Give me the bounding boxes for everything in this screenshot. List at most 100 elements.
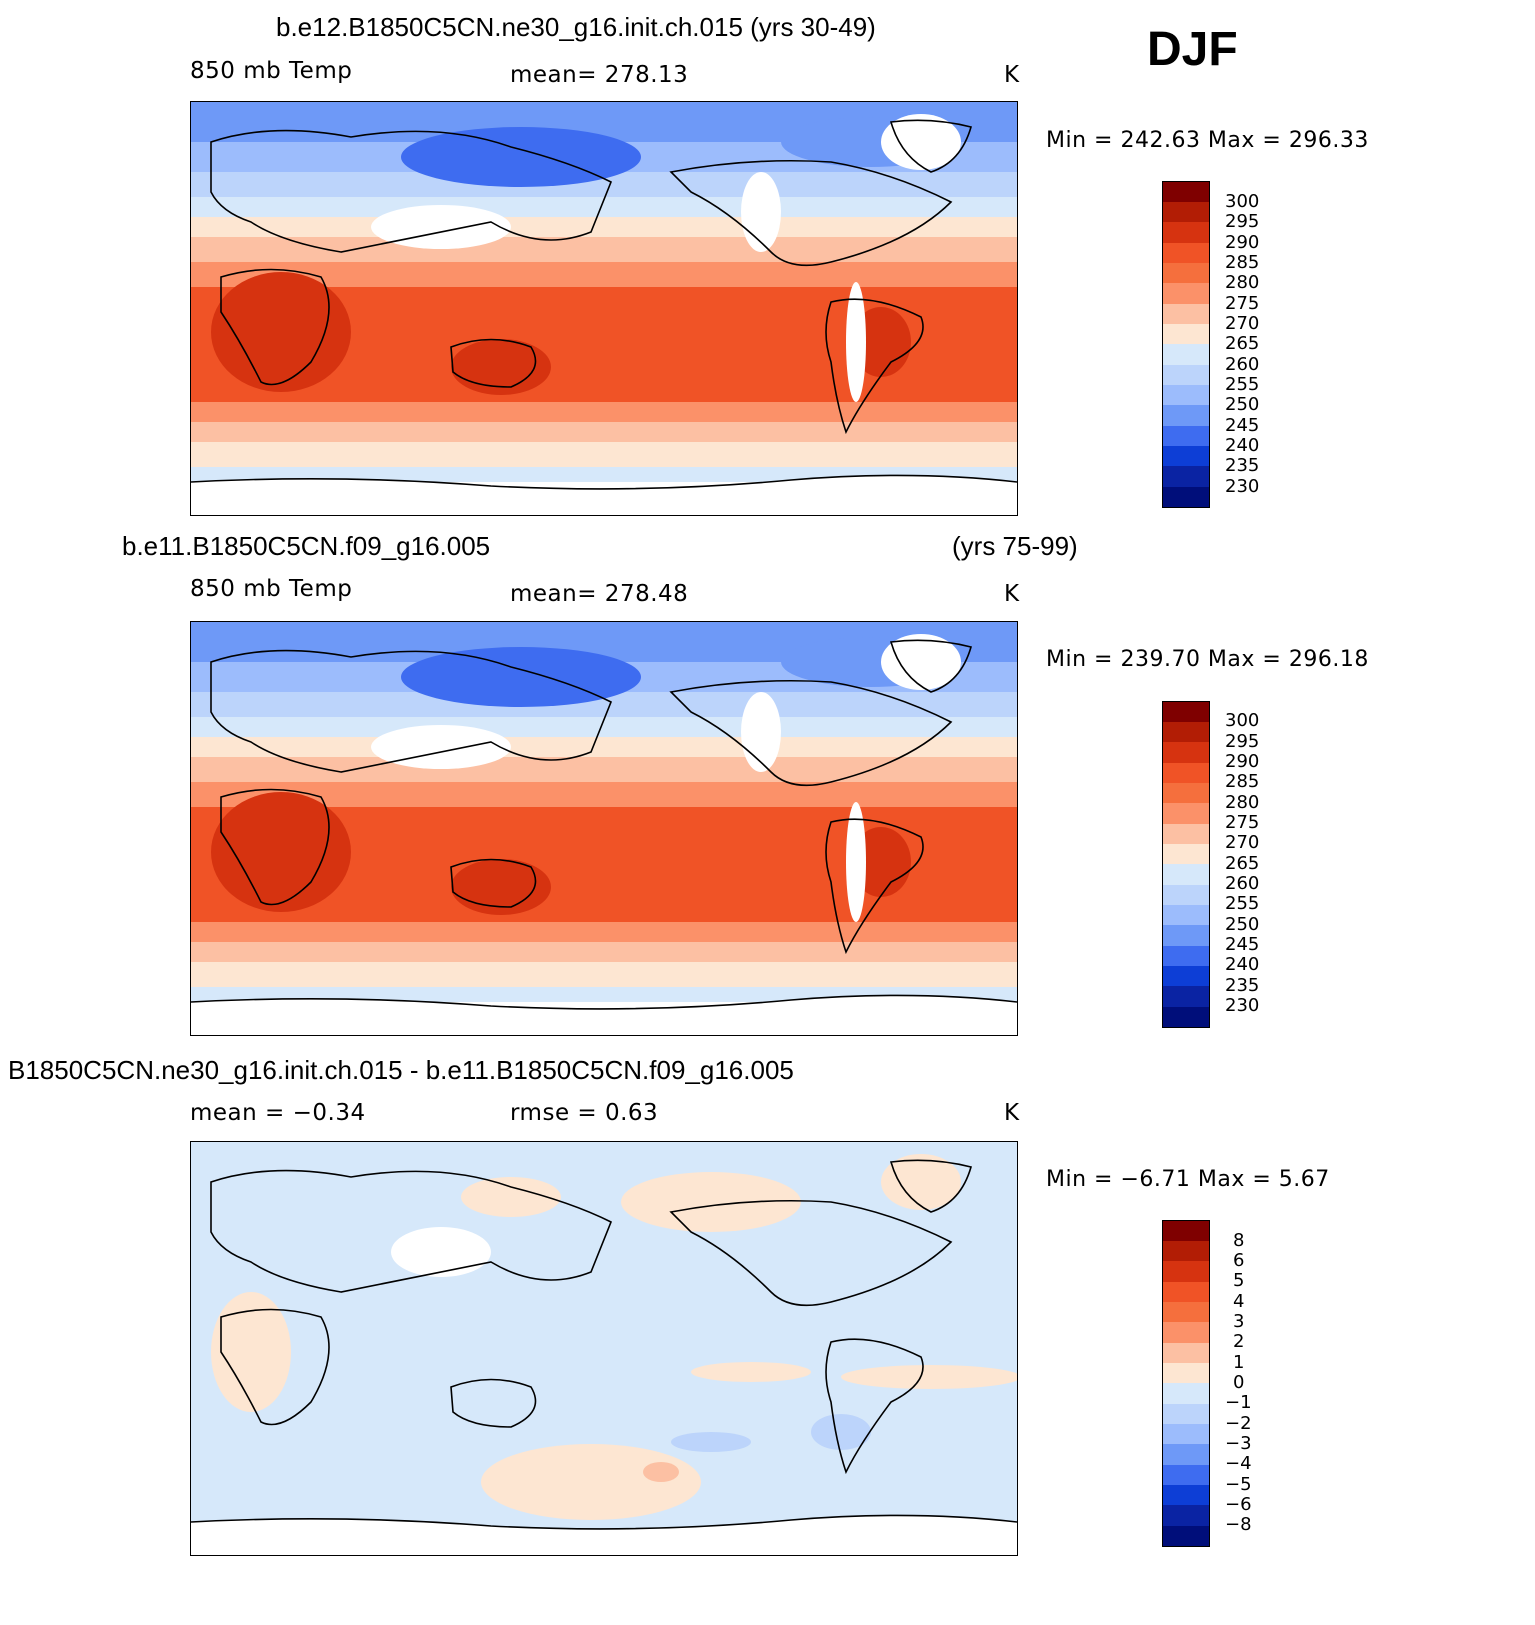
panel1-mean: mean= 278.13 <box>510 62 689 88</box>
panel2-tick: 230 <box>1225 995 1260 1016</box>
panel1-units: K <box>1004 62 1020 88</box>
panel1-tick: 250 <box>1225 394 1260 415</box>
panel2-mean: mean= 278.48 <box>510 581 689 607</box>
panel3-swatch <box>1163 1526 1209 1546</box>
panel2-tick: 260 <box>1225 873 1260 894</box>
panel2-colorbar <box>1162 701 1210 1028</box>
panel3-swatch <box>1163 1343 1209 1365</box>
panel1-tick: 285 <box>1225 252 1260 273</box>
panel3-swatch <box>1163 1404 1209 1426</box>
panel1-swatch <box>1163 446 1209 468</box>
panel3-tick: −8 <box>1225 1514 1252 1535</box>
panel2-units: K <box>1004 581 1020 607</box>
panel1-tick: 260 <box>1225 354 1260 375</box>
panel2-tick: 255 <box>1225 893 1260 914</box>
panel2-swatch <box>1163 783 1209 805</box>
panel3-rmse: rmse = 0.63 <box>510 1100 659 1126</box>
panel1-tick: 280 <box>1225 272 1260 293</box>
panel3-tick: 5 <box>1233 1270 1245 1291</box>
panel3-map <box>190 1141 1018 1556</box>
panel1-swatch <box>1163 304 1209 326</box>
panel1-swatch <box>1163 466 1209 488</box>
panel1-tick: 255 <box>1225 374 1260 395</box>
panel1-swatch <box>1163 202 1209 224</box>
panel2-tick: 280 <box>1225 792 1260 813</box>
panel2-swatch <box>1163 885 1209 907</box>
panel1-tick: 270 <box>1225 313 1260 334</box>
panel1-tick: 290 <box>1225 232 1260 253</box>
panel3-tick: 8 <box>1233 1230 1245 1251</box>
panel1-map <box>190 101 1018 516</box>
panel2-minmax: Min = 239.70 Max = 296.18 <box>1046 647 1369 672</box>
panel2-swatch <box>1163 844 1209 866</box>
panel3-tick: 6 <box>1233 1250 1245 1271</box>
panel1-swatch <box>1163 182 1209 204</box>
panel1-swatch <box>1163 487 1209 507</box>
panel2-tick: 250 <box>1225 914 1260 935</box>
panel3-title: B1850C5CN.ne30_g16.init.ch.015 - b.e11.B… <box>8 1055 794 1085</box>
panel2-map <box>190 621 1018 1036</box>
panel2-swatch <box>1163 803 1209 825</box>
panel2-tick: 265 <box>1225 853 1260 874</box>
panel3-tick: −5 <box>1225 1474 1252 1495</box>
panel3-tick: 0 <box>1233 1372 1245 1393</box>
panel1-tick: 295 <box>1225 211 1260 232</box>
panel2-tick: 270 <box>1225 832 1260 853</box>
panel3-map-graphic <box>191 1142 1017 1555</box>
panel1-swatch <box>1163 405 1209 427</box>
panel2-swatch <box>1163 946 1209 968</box>
panel2-tick: 295 <box>1225 731 1260 752</box>
panel3-swatch <box>1163 1383 1209 1405</box>
panel2-tick: 235 <box>1225 975 1260 996</box>
panel3-minmax: Min = −6.71 Max = 5.67 <box>1046 1167 1330 1192</box>
panel3-tick: −4 <box>1225 1453 1252 1474</box>
panel2-swatch <box>1163 864 1209 886</box>
panel2-tick: 290 <box>1225 751 1260 772</box>
panel1-swatch <box>1163 344 1209 366</box>
panel2-title: b.e11.B1850C5CN.f09_g16.005 <box>122 531 491 561</box>
panel1-variable: 850 mb Temp <box>190 58 353 84</box>
panel3-swatch <box>1163 1221 1209 1243</box>
panel2-tick: 300 <box>1225 710 1260 731</box>
panel3-tick: 1 <box>1233 1352 1245 1373</box>
panel3-tick: 2 <box>1233 1331 1245 1352</box>
panel1-minmax: Min = 242.63 Max = 296.33 <box>1046 128 1369 153</box>
panel3-colorbar <box>1162 1220 1210 1547</box>
panel3-swatch <box>1163 1322 1209 1344</box>
panel2-swatch <box>1163 986 1209 1008</box>
panel1-colorbar <box>1162 181 1210 508</box>
panel3-units: K <box>1004 1100 1020 1126</box>
panel3-tick: 4 <box>1233 1291 1245 1312</box>
panel3-swatch <box>1163 1424 1209 1446</box>
panel2-swatch <box>1163 925 1209 947</box>
panel3-swatch <box>1163 1465 1209 1487</box>
panel3-swatch <box>1163 1261 1209 1283</box>
panel3-tick: −1 <box>1225 1392 1252 1413</box>
panel2-years: (yrs 75-99) <box>952 531 1078 561</box>
panel3-swatch <box>1163 1302 1209 1324</box>
panel1-tick: 265 <box>1225 333 1260 354</box>
panel2-swatch <box>1163 824 1209 846</box>
panel1-tick: 300 <box>1225 191 1260 212</box>
panel3-mean: mean = −0.34 <box>190 1100 366 1126</box>
panel2-tick: 240 <box>1225 954 1260 975</box>
panel2-swatch <box>1163 722 1209 744</box>
panel2-variable: 850 mb Temp <box>190 576 353 602</box>
panel2-tick: 245 <box>1225 934 1260 955</box>
panel1-tick: 240 <box>1225 435 1260 456</box>
panel2-swatch <box>1163 742 1209 764</box>
panel2-swatch <box>1163 702 1209 724</box>
panel1-tick: 275 <box>1225 293 1260 314</box>
panel2-map-graphic <box>191 622 1017 1035</box>
panel3-swatch <box>1163 1241 1209 1263</box>
panel3-tick: 3 <box>1233 1311 1245 1332</box>
panel2-swatch <box>1163 966 1209 988</box>
panel2-swatch <box>1163 905 1209 927</box>
panel3-swatch <box>1163 1505 1209 1527</box>
panel3-swatch <box>1163 1485 1209 1507</box>
panel3-tick: −6 <box>1225 1494 1252 1515</box>
panel1-swatch <box>1163 426 1209 448</box>
panel3-tick: −3 <box>1225 1433 1252 1454</box>
panel1-tick: 230 <box>1225 476 1260 497</box>
panel2-swatch <box>1163 763 1209 785</box>
